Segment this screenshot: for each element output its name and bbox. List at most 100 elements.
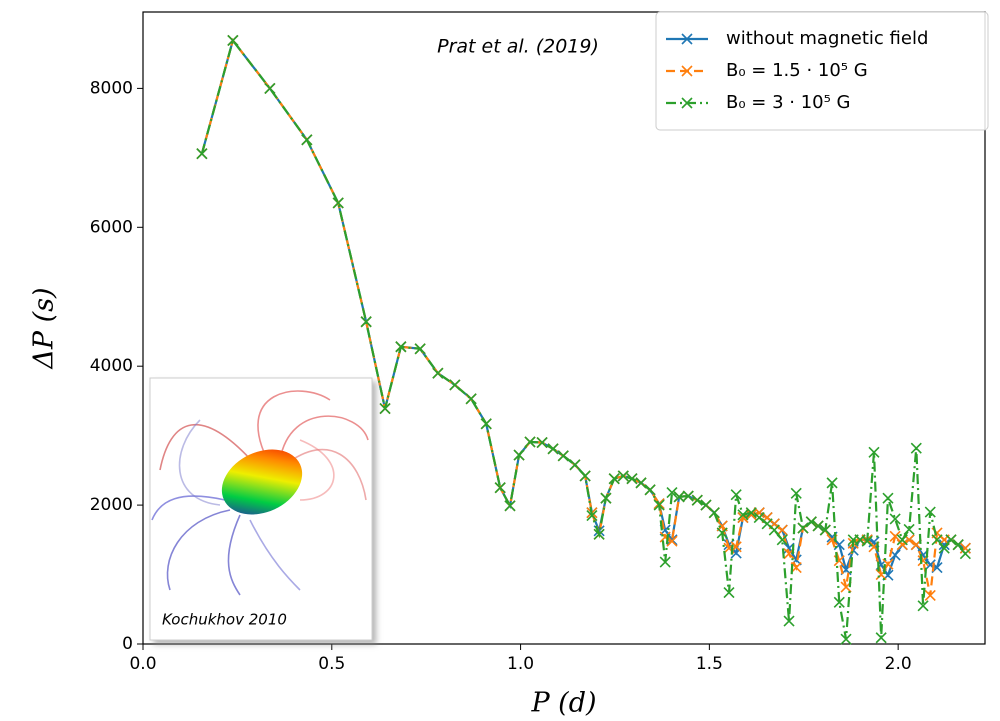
- marker: [332, 197, 344, 209]
- marker: [536, 437, 548, 449]
- marker: [797, 522, 809, 534]
- marker: [882, 492, 894, 504]
- marker: [723, 587, 735, 599]
- marker: [480, 418, 492, 430]
- marker: [360, 316, 372, 328]
- marker: [557, 450, 569, 462]
- marker: [659, 531, 671, 543]
- marker: [889, 513, 901, 525]
- marker: [840, 633, 852, 645]
- marker: [395, 341, 407, 353]
- marker: [875, 632, 887, 644]
- marker: [691, 494, 703, 506]
- marker: [924, 589, 936, 601]
- marker: [579, 470, 591, 482]
- marker: [753, 512, 765, 524]
- marker: [626, 473, 638, 485]
- legend-label: B₀ = 1.5 · 10⁵ G: [726, 60, 868, 81]
- y-tick-label: 8000: [90, 78, 133, 98]
- axes: 0.0 0.5 1.0 1.5 2.0 0 2000 4000 6000 8000 P (d) ΔP …: [29, 11, 986, 719]
- marker: [449, 379, 461, 391]
- marker: [673, 491, 685, 503]
- marker: [861, 535, 873, 547]
- marker: [644, 484, 656, 496]
- marker: [586, 509, 598, 522]
- marker: [938, 539, 950, 551]
- marker: [812, 520, 824, 532]
- marker: [938, 542, 950, 554]
- marker: [666, 487, 678, 499]
- x-tick-label: 1.5: [696, 654, 723, 674]
- marker: [653, 499, 665, 511]
- marker: [708, 507, 720, 519]
- marker: [826, 477, 838, 489]
- marker: [745, 509, 757, 521]
- marker: [896, 534, 908, 546]
- marker: [264, 82, 276, 94]
- marker: [945, 534, 957, 546]
- marker: [889, 530, 901, 542]
- marker: [593, 528, 605, 540]
- marker: [833, 596, 845, 608]
- marker: [868, 446, 880, 458]
- x-tick-label: 2.0: [885, 654, 912, 674]
- marker: [917, 600, 929, 612]
- legend: without magnetic field B₀ = 1.5 · 10⁵ G B₀…: [655, 11, 989, 131]
- plot-area: [196, 34, 971, 645]
- marker: [931, 534, 943, 546]
- marker: [465, 393, 477, 405]
- x-tick-label: 0.0: [129, 654, 156, 674]
- marker: [635, 477, 647, 489]
- marker: [959, 548, 971, 560]
- legend-label: without magnetic field: [726, 28, 928, 49]
- x-tick-label: 1.0: [507, 654, 534, 674]
- marker: [196, 148, 208, 160]
- marker: [745, 507, 757, 519]
- marker: [227, 34, 239, 47]
- marker: [730, 489, 742, 501]
- marker: [776, 534, 788, 546]
- y-tick-label: 6000: [90, 217, 133, 237]
- marker: [494, 482, 506, 494]
- marker: [432, 367, 444, 379]
- marker: [910, 442, 922, 454]
- marker: [569, 459, 581, 471]
- inset-star: [221, 449, 303, 515]
- marker: [805, 516, 817, 528]
- marker: [379, 402, 391, 415]
- legend-label: B₀ = 3 · 10⁵ G: [726, 92, 851, 113]
- x-axis-label: P (d): [530, 688, 596, 719]
- marker: [790, 487, 802, 499]
- marker: [716, 527, 728, 539]
- marker: [659, 556, 671, 568]
- marker: [924, 506, 936, 518]
- legend-marker: [681, 33, 693, 45]
- marker: [600, 492, 612, 504]
- marker: [768, 524, 780, 536]
- marker: [608, 473, 620, 485]
- marker: [414, 343, 426, 355]
- marker: [896, 539, 908, 551]
- y-axis-label: ΔP (s): [29, 287, 60, 369]
- x-tick-label: 0.5: [318, 654, 345, 674]
- annotation: Prat et al. (2019): [437, 36, 599, 58]
- marker: [783, 615, 795, 627]
- marker: [547, 443, 559, 455]
- marker: [903, 523, 915, 535]
- plot-frame: [142, 11, 986, 645]
- marker: [819, 524, 831, 536]
- legend-frame: [655, 11, 989, 131]
- marker: [682, 490, 694, 502]
- legend-marker: [681, 65, 693, 77]
- y-tick-label: 0: [122, 634, 133, 654]
- y-tick-label: 2000: [90, 495, 133, 515]
- marker: [617, 470, 629, 482]
- inset-illustration: [151, 390, 369, 596]
- annotation: Kochukhov 2010: [162, 611, 287, 629]
- marker: [301, 134, 313, 146]
- marker: [737, 509, 749, 521]
- marker: [524, 436, 536, 448]
- y-tick-label: 4000: [90, 356, 133, 376]
